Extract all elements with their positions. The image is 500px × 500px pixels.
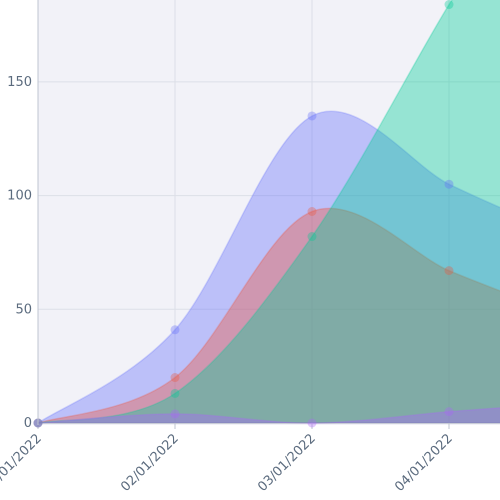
series-2-point-4[interactable] — [444, 266, 454, 276]
series-4-line — [37, 407, 500, 424]
y-tick-label: 150 — [7, 75, 32, 90]
plot-background — [38, 0, 500, 425]
x-tick-label: 01/01/2022 — [0, 431, 45, 495]
series-2-line — [37, 207, 500, 424]
y-tick-label: 0 — [24, 416, 32, 431]
series-1-point-3[interactable] — [307, 111, 317, 121]
series-2-area — [38, 208, 500, 423]
series-4-area — [38, 407, 500, 424]
x-tick-label: 02/01/2022 — [118, 431, 182, 495]
series-1-line — [37, 110, 500, 424]
y-tick-label: 50 — [15, 302, 32, 317]
series-3-point-4[interactable] — [444, 0, 454, 10]
series-3-line — [37, 0, 453, 424]
series-1-point-4[interactable] — [444, 179, 454, 189]
series-2-point-3[interactable] — [307, 207, 317, 216]
series-3-point-2[interactable] — [170, 388, 180, 398]
series-1-area — [38, 111, 500, 423]
series-points — [33, 0, 454, 428]
series-4-point-3[interactable] — [307, 418, 317, 428]
series-2-point-2[interactable] — [170, 373, 180, 383]
series-areas — [37, 0, 500, 424]
x-tick-label: 04/01/2022 — [392, 431, 456, 495]
series-4-point-4[interactable] — [444, 407, 454, 417]
x-tick-label: 03/01/2022 — [255, 431, 319, 495]
y-tick-label: 100 — [7, 189, 32, 204]
series-3-point-3[interactable] — [307, 232, 317, 242]
series-1-point-2[interactable] — [170, 325, 180, 335]
grid-lines — [37, 0, 500, 429]
series-3-area — [38, 0, 500, 423]
series-4-point-2[interactable] — [170, 409, 180, 419]
